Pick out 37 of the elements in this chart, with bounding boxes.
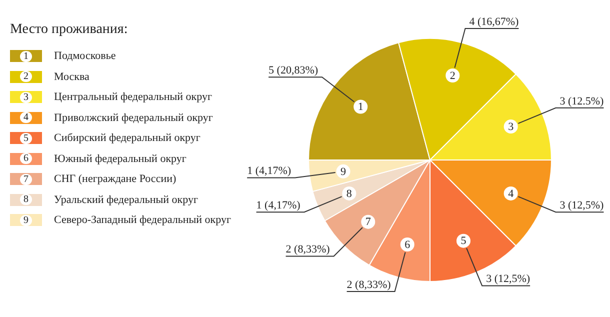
- data-label: 3 (12,5%): [560, 199, 604, 212]
- legend-title: Место проживания:: [10, 22, 129, 38]
- text: 8: [24, 194, 28, 206]
- text: 4: [508, 188, 514, 200]
- legend-label: Подмосковье: [54, 50, 116, 62]
- text: 2: [450, 70, 456, 82]
- legend-label: Сибирский федеральный округ: [54, 132, 200, 144]
- text: 7: [365, 216, 372, 228]
- text: 3: [24, 92, 28, 103]
- text: 9: [340, 166, 347, 178]
- text: 3: [508, 120, 514, 133]
- data-label: 3 (12.5%): [560, 95, 604, 108]
- text: 1: [24, 50, 28, 62]
- legend-label: Приволжский федеральный округ: [54, 112, 213, 124]
- text: 9: [24, 214, 28, 226]
- data-label: 4 (16,67%): [469, 16, 520, 28]
- text: 7: [24, 174, 28, 185]
- legend-label: СНГ (неграждане России): [54, 173, 176, 186]
- data-label: 2 (8,33%): [346, 278, 392, 291]
- legend-label: Москва: [54, 70, 90, 83]
- text: 6: [24, 153, 28, 164]
- legend-label: Южный федеральный округ: [54, 152, 186, 165]
- data-label: 3 (12,5%): [486, 273, 530, 286]
- text: 5: [460, 235, 467, 248]
- text: 4: [24, 112, 28, 124]
- text: 2: [24, 71, 28, 82]
- data-label: 1 (4,17%): [247, 165, 292, 178]
- data-label: 1 (4,17%): [256, 199, 301, 212]
- legend-label: Северо-Западный федеральный округ: [54, 214, 232, 226]
- legend-label: Центральный федеральный округ: [54, 91, 212, 104]
- text: 5: [24, 132, 28, 144]
- text: 6: [404, 238, 411, 251]
- text: 1: [358, 101, 364, 114]
- data-label: 2 (8,33%): [286, 244, 330, 256]
- text: 8: [346, 188, 352, 200]
- data-label: 5 (20,83%): [268, 64, 318, 77]
- legend-label: Уральский федеральный округ: [54, 194, 198, 206]
